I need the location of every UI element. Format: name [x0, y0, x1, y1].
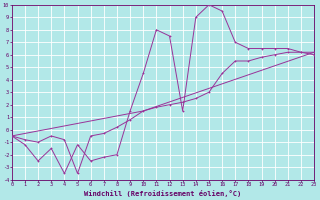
X-axis label: Windchill (Refroidissement éolien,°C): Windchill (Refroidissement éolien,°C): [84, 190, 242, 197]
